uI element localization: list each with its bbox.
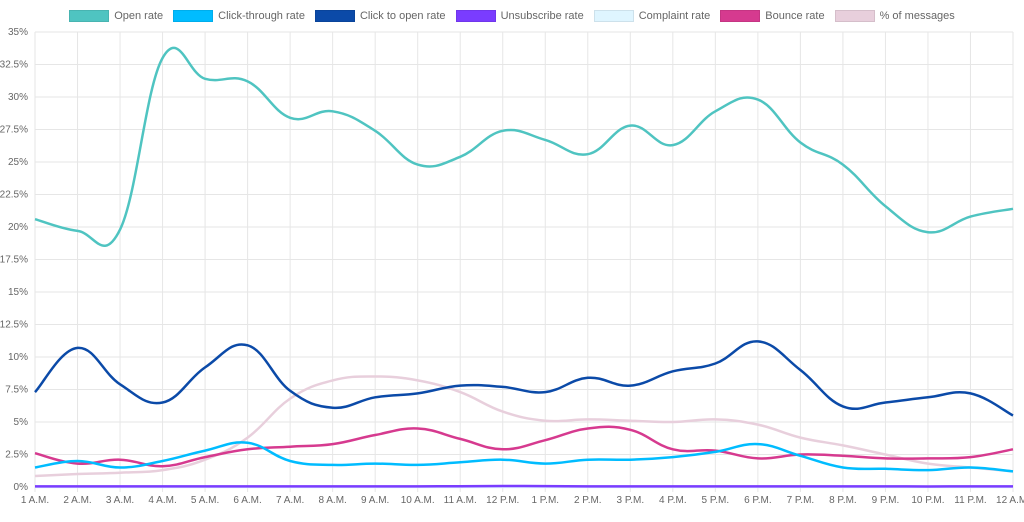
y-tick-label: 30% — [8, 92, 28, 103]
x-tick-label: 9 A.M. — [361, 495, 389, 506]
legend-swatch — [593, 10, 634, 22]
legend-swatch — [834, 10, 875, 22]
legend-label: Bounce rate — [765, 10, 825, 22]
x-tick-label: 3 P.M. — [616, 495, 644, 506]
legend-item[interactable]: Click to open rate — [314, 10, 446, 22]
legend-label: Unsubscribe rate — [500, 10, 584, 22]
series-line--of-messages[interactable] — [34, 375, 1014, 478]
x-tick-label: 3 A.M. — [106, 495, 134, 506]
x-tick-label: 7 P.M. — [787, 495, 815, 506]
y-tick-label: 7.5% — [5, 385, 28, 396]
y-tick-label: 15% — [8, 287, 28, 298]
x-tick-label: 2 A.M. — [63, 495, 91, 506]
y-tick-label: 12.5% — [0, 320, 28, 331]
x-tick-label: 4 A.M. — [148, 495, 176, 506]
y-tick-label: 20% — [8, 222, 28, 233]
x-tick-label: 11 P.M. — [954, 495, 986, 506]
x-tick-label: 10 P.M. — [911, 495, 944, 506]
x-tick-label: 5 A.M. — [191, 495, 219, 506]
legend-item[interactable]: Complaint rate — [593, 10, 711, 22]
x-tick-label: 1 A.M. — [21, 495, 49, 506]
y-tick-label: 25% — [8, 157, 28, 168]
legend-label: Click-through rate — [218, 10, 305, 22]
x-tick-label: 12 P.M. — [486, 495, 519, 506]
series-line-open-rate[interactable] — [34, 46, 1014, 247]
legend-swatch — [720, 10, 761, 22]
x-tick-label: 9 P.M. — [872, 495, 900, 506]
x-tick-label: 8 A.M. — [318, 495, 346, 506]
x-tick-label: 12 A.M. — [996, 495, 1024, 506]
legend-swatch — [455, 10, 496, 22]
y-tick-label: 17.5% — [0, 255, 28, 266]
legend-swatch — [314, 10, 355, 22]
x-tick-label: 5 P.M. — [702, 495, 730, 506]
legend-item[interactable]: % of messages — [834, 10, 955, 22]
x-tick-label: 2 P.M. — [574, 495, 602, 506]
series-line-unsubscribe-rate[interactable] — [35, 484, 1014, 488]
x-tick-label: 6 P.M. — [744, 495, 772, 506]
y-tick-label: 2.5% — [5, 450, 28, 461]
x-tick-label: 1 P.M. — [531, 495, 559, 506]
y-tick-label: 22.5% — [0, 190, 28, 201]
series-line-bounce-rate[interactable] — [34, 425, 1014, 468]
legend-item[interactable]: Unsubscribe rate — [455, 10, 584, 22]
legend-label: Open rate — [114, 10, 164, 22]
legend-label: Click to open rate — [359, 10, 446, 22]
y-tick-label: 27.5% — [0, 125, 28, 136]
legend-item[interactable]: Bounce rate — [720, 10, 825, 22]
x-tick-label: 10 A.M. — [401, 495, 435, 506]
series-line-click-through-rate[interactable] — [34, 441, 1014, 473]
y-tick-label: 32.5% — [0, 60, 28, 71]
legend-label: % of messages — [879, 10, 955, 22]
legend-item[interactable]: Click-through rate — [173, 10, 305, 22]
x-tick-label: 7 A.M. — [276, 495, 304, 506]
x-tick-label: 8 P.M. — [829, 495, 857, 506]
y-tick-label: 5% — [14, 417, 29, 428]
x-tick-label: 6 A.M. — [233, 495, 261, 506]
y-tick-label: 0% — [14, 482, 29, 493]
y-tick-label: 35% — [8, 27, 28, 38]
legend-swatch — [173, 10, 214, 22]
legend-item[interactable]: Open rate — [69, 10, 163, 22]
x-tick-label: 11 A.M. — [444, 495, 477, 506]
series-line-click-to-open-rate[interactable] — [34, 340, 1014, 417]
legend-label: Complaint rate — [638, 10, 711, 22]
y-tick-label: 10% — [8, 352, 28, 363]
legend-swatch — [69, 10, 110, 22]
x-tick-label: 4 P.M. — [659, 495, 687, 506]
legend: Open rate Click-through rate Click to open… — [0, 10, 1024, 22]
